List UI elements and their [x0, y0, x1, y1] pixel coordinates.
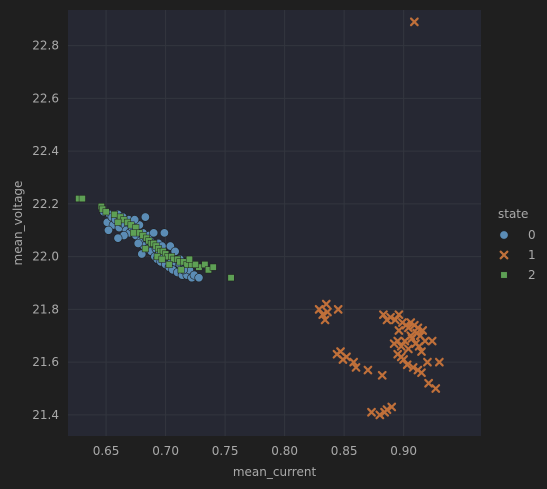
- data-point: [178, 267, 184, 273]
- legend-marker-2: [501, 272, 507, 278]
- data-point: [149, 229, 157, 237]
- data-point: [134, 239, 142, 247]
- data-point: [210, 264, 216, 270]
- data-point: [141, 213, 149, 221]
- x-tick-label: 0.65: [93, 444, 120, 458]
- legend-label-1: 1: [528, 248, 536, 262]
- data-point: [111, 211, 117, 217]
- y-tick-label: 21.4: [32, 408, 59, 422]
- x-tick-label: 0.80: [271, 444, 298, 458]
- x-tick-label: 0.90: [390, 444, 417, 458]
- data-point: [192, 261, 198, 267]
- y-tick-label: 22.6: [32, 91, 59, 105]
- data-point: [114, 234, 122, 242]
- y-tick-label: 21.8: [32, 302, 59, 316]
- y-tick-label: 22.8: [32, 39, 59, 53]
- x-tick-label: 0.75: [212, 444, 239, 458]
- legend-label-0: 0: [528, 228, 536, 242]
- y-tick-label: 22.4: [32, 144, 59, 158]
- data-point: [142, 246, 148, 252]
- legend-marker-0: [500, 231, 508, 239]
- legend-label-2: 2: [528, 268, 536, 282]
- x-tick-label: 0.70: [152, 444, 179, 458]
- x-tick-label: 0.85: [331, 444, 358, 458]
- data-point: [130, 230, 136, 236]
- data-point: [186, 256, 192, 262]
- data-point: [159, 256, 165, 262]
- y-axis-title: mean_voltage: [11, 181, 25, 266]
- data-point: [166, 261, 172, 267]
- y-tick-label: 21.6: [32, 355, 59, 369]
- data-point: [103, 209, 109, 215]
- y-tick-label: 22.0: [32, 250, 59, 264]
- data-point: [115, 219, 121, 225]
- data-point: [79, 195, 85, 201]
- data-point: [104, 226, 112, 234]
- y-tick-label: 22.2: [32, 197, 59, 211]
- data-point: [195, 274, 203, 282]
- data-point: [228, 275, 234, 281]
- x-axis-title: mean_current: [233, 465, 317, 479]
- legend-title: state: [498, 207, 528, 221]
- data-point: [160, 229, 168, 237]
